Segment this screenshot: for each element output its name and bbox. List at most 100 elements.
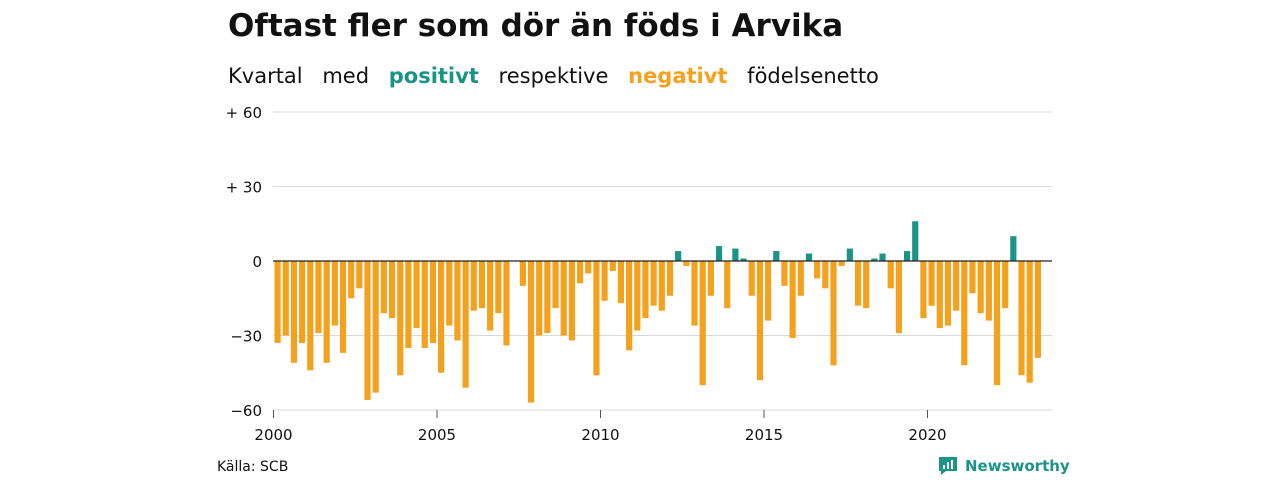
bar (691, 261, 698, 326)
bars-layer (274, 221, 1041, 403)
bar (650, 261, 657, 306)
bar (642, 261, 649, 319)
bar (903, 251, 911, 261)
bar (290, 261, 298, 363)
bar (560, 261, 567, 336)
subtitle-text-med: med (322, 64, 370, 88)
bar (315, 261, 322, 334)
bar (536, 261, 543, 336)
bar (307, 261, 314, 371)
bar (887, 261, 894, 289)
bar (732, 248, 739, 261)
chart-title: Oftast fler som dör än föds i Arvika (228, 8, 844, 44)
bar (470, 261, 477, 311)
bar (323, 261, 330, 363)
bar (617, 261, 625, 304)
bar (740, 258, 747, 261)
bar (626, 261, 633, 351)
bar (413, 261, 420, 329)
bar (715, 246, 723, 261)
bar (282, 261, 289, 336)
bar (675, 251, 682, 261)
bar (1002, 261, 1009, 309)
bar (805, 253, 813, 261)
bar (527, 261, 535, 403)
bar (380, 261, 387, 314)
x-tick-label: 2000 (254, 426, 292, 444)
y-tick-label: + 30 (226, 179, 262, 197)
bar (936, 261, 943, 329)
bar (1010, 236, 1017, 261)
bar (593, 261, 600, 376)
bar (797, 261, 804, 296)
bar (299, 261, 306, 343)
bar (372, 261, 379, 393)
bar (356, 261, 363, 289)
y-tick-label: −60 (230, 402, 262, 420)
bar (781, 261, 788, 286)
x-tick-label: 2005 (418, 426, 456, 444)
subtitle-text-respektive: respektive (498, 64, 609, 88)
bar (683, 261, 690, 266)
y-tick-label: 0 (252, 253, 262, 271)
bar (421, 261, 428, 348)
subtitle-text-kvartal: Kvartal (228, 64, 303, 88)
bar (503, 261, 510, 346)
bar (707, 261, 714, 296)
bar (552, 261, 559, 309)
bar (274, 261, 281, 343)
y-tick-label: + 60 (226, 104, 262, 122)
bar (879, 253, 886, 261)
bar (838, 261, 845, 266)
bar (854, 261, 862, 306)
bar (348, 261, 355, 299)
bar (871, 258, 878, 261)
y-tick-label: −30 (230, 328, 262, 346)
bar (846, 248, 853, 261)
bar (544, 261, 551, 334)
bar (1034, 261, 1041, 358)
bar (912, 221, 919, 261)
bar (446, 261, 453, 326)
bar (388, 261, 396, 319)
bar (944, 261, 952, 326)
bar (601, 261, 608, 301)
bar (585, 261, 592, 274)
bar (666, 261, 674, 296)
bar (339, 261, 347, 353)
bar (1018, 261, 1025, 376)
bar (364, 261, 371, 401)
bar (519, 261, 526, 286)
brand-name: Newsworthy (965, 457, 1070, 475)
bar (985, 261, 992, 321)
bar (765, 261, 772, 321)
bar (789, 261, 796, 338)
bar (756, 261, 764, 381)
bar (961, 261, 968, 366)
bar (895, 261, 902, 334)
bar (863, 261, 870, 309)
source-note: Källa: SCB (217, 459, 289, 475)
subtitle-negative-word: negativt (628, 64, 728, 88)
axis-layer: + 60 + 30 0 −30 −60 2000 2005 2010 2015 2020 (226, 104, 1052, 444)
bar (397, 261, 404, 376)
bar (814, 261, 821, 279)
bar (568, 261, 575, 341)
bar (487, 261, 494, 331)
bar (576, 261, 584, 284)
bar (658, 261, 665, 311)
bar (495, 261, 502, 314)
x-tick-label: 2010 (581, 426, 619, 444)
bar (609, 261, 616, 271)
bar (331, 261, 338, 326)
x-tick-label: 2015 (745, 426, 783, 444)
bar (953, 261, 960, 311)
brand-logo: Newsworthy (937, 456, 1070, 476)
bar (478, 261, 486, 309)
bar (634, 261, 641, 331)
bar (429, 261, 437, 343)
bar (920, 261, 927, 319)
bar (830, 261, 837, 366)
bar (405, 261, 412, 348)
